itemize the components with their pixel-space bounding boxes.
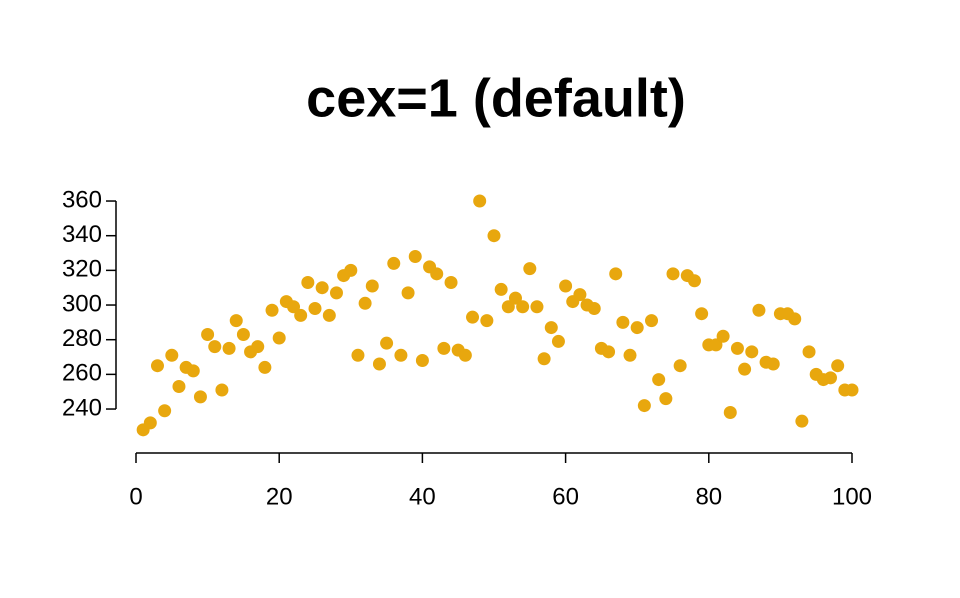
point (215, 383, 229, 397)
point (845, 383, 859, 397)
point (652, 373, 666, 387)
point (301, 276, 315, 289)
point (745, 345, 759, 359)
point (544, 321, 558, 335)
point (344, 263, 358, 277)
point (695, 307, 709, 321)
point (201, 328, 215, 341)
point (508, 291, 522, 305)
point (630, 321, 644, 335)
point (480, 314, 494, 328)
point (659, 392, 673, 406)
point (687, 274, 701, 288)
point (351, 348, 365, 362)
point (287, 300, 301, 314)
point (551, 334, 565, 348)
x-tick-label: 20 (266, 483, 293, 510)
x-tick-label: 100 (832, 483, 872, 510)
point (609, 267, 623, 281)
point (466, 310, 480, 324)
point (501, 300, 515, 314)
point (766, 357, 780, 371)
point (559, 279, 573, 293)
chart-title: cex=1 (default) (306, 68, 686, 128)
point (494, 282, 508, 296)
point (716, 329, 730, 343)
point (193, 390, 207, 404)
point (394, 348, 408, 362)
point (143, 416, 157, 430)
point (258, 360, 272, 374)
point (158, 404, 172, 418)
point (358, 296, 372, 310)
point (802, 345, 816, 359)
point (272, 331, 286, 345)
x-tick-label: 0 (129, 483, 142, 510)
point (709, 338, 723, 352)
point (444, 276, 458, 289)
point (616, 315, 630, 329)
x-tick-label: 80 (695, 483, 722, 510)
point (752, 303, 766, 317)
y-tick-label: 280 (62, 325, 102, 352)
y-tick-label: 320 (62, 256, 102, 283)
point (172, 380, 186, 393)
point (738, 362, 752, 376)
point (824, 371, 838, 385)
x-tick-label: 60 (552, 483, 579, 510)
point (308, 302, 322, 315)
point (623, 348, 637, 362)
point (645, 314, 659, 328)
point (573, 288, 587, 302)
y-tick-label: 240 (62, 394, 102, 421)
point (408, 250, 422, 263)
point (795, 414, 809, 428)
point (380, 336, 394, 350)
point (329, 286, 343, 300)
y-tick-label: 360 (62, 186, 102, 213)
point (523, 262, 537, 276)
point (229, 314, 243, 328)
point (208, 340, 222, 354)
point (730, 341, 744, 355)
point (294, 308, 308, 322)
point (150, 359, 164, 373)
point (437, 341, 451, 355)
point (673, 359, 687, 373)
point (587, 302, 601, 315)
point (251, 340, 265, 354)
point (265, 303, 279, 317)
y-tick-label: 300 (62, 290, 102, 317)
point (516, 300, 530, 314)
point (236, 328, 250, 341)
point (186, 364, 200, 378)
point (788, 312, 802, 326)
point (487, 229, 501, 243)
point (831, 359, 845, 373)
y-tick-label: 340 (62, 221, 102, 248)
point (315, 281, 329, 295)
point (165, 348, 179, 362)
point (666, 267, 680, 281)
point (723, 406, 737, 419)
point (365, 279, 379, 293)
point (372, 357, 386, 371)
point (637, 399, 651, 413)
point (430, 267, 444, 281)
point (473, 194, 487, 208)
point (322, 308, 336, 322)
point (387, 256, 401, 270)
y-tick-label: 260 (62, 360, 102, 387)
point (458, 348, 472, 362)
point (401, 286, 415, 300)
point (530, 300, 544, 314)
point (415, 354, 429, 367)
x-tick-label: 40 (409, 483, 436, 510)
point (537, 352, 551, 366)
point (222, 341, 236, 355)
point (602, 345, 616, 359)
